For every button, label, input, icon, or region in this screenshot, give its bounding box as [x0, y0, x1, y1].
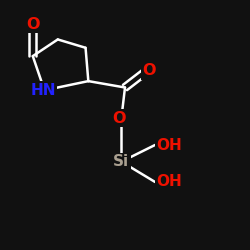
- Text: Si: Si: [113, 154, 130, 169]
- Text: O: O: [143, 63, 156, 78]
- Text: OH: OH: [156, 138, 182, 152]
- Text: OH: OH: [156, 174, 182, 190]
- Text: O: O: [112, 110, 125, 126]
- Text: O: O: [26, 17, 40, 32]
- Text: HN: HN: [30, 83, 56, 98]
